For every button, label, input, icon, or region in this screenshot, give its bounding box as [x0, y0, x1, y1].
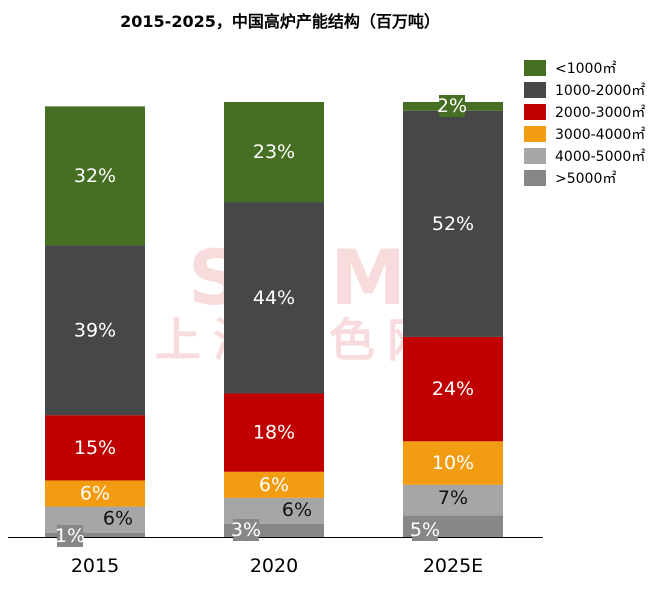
- legend-swatch: [524, 104, 546, 120]
- bar-segment: [45, 106, 145, 246]
- data-label: 2%: [437, 95, 467, 117]
- data-label: 18%: [253, 422, 295, 444]
- legend-swatch: [524, 126, 546, 142]
- data-label: 3%: [231, 519, 261, 541]
- legend-label: 1000-2000㎡: [555, 83, 646, 99]
- data-label: 15%: [74, 437, 116, 459]
- bar-segment: [224, 471, 324, 498]
- legend-label: >5000㎡: [555, 171, 617, 187]
- data-label: 6%: [103, 508, 133, 530]
- bar-segment: [224, 202, 324, 394]
- legend-swatch: [524, 60, 546, 76]
- x-tick-label: 2020: [250, 555, 298, 577]
- bar-segment: [224, 102, 324, 203]
- legend-label: 2000-3000㎡: [555, 105, 646, 121]
- bar-segment: [403, 336, 503, 442]
- bar-segment: [45, 480, 145, 507]
- legend-swatch: [524, 148, 546, 164]
- bar-segment: [45, 415, 145, 481]
- data-label: 7%: [438, 487, 468, 509]
- data-label: 32%: [74, 165, 116, 187]
- legend-label: 4000-5000㎡: [555, 149, 646, 165]
- data-label: 23%: [253, 141, 295, 163]
- data-label: 5%: [410, 519, 440, 541]
- legend-label: <1000㎡: [555, 61, 617, 77]
- data-label: 44%: [253, 287, 295, 309]
- data-label: 6%: [259, 474, 289, 496]
- data-label: 24%: [432, 378, 474, 400]
- bar-segment: [403, 441, 503, 485]
- data-label: 39%: [74, 319, 116, 341]
- legend-label: 3000-4000㎡: [555, 127, 646, 143]
- bar-segment: [45, 532, 145, 537]
- bar-segment: [45, 245, 145, 416]
- legend-swatch: [524, 82, 546, 98]
- bar-segment: [403, 110, 503, 337]
- data-label: 1%: [55, 525, 85, 547]
- data-label-box: [412, 519, 438, 541]
- data-label: 52%: [432, 213, 474, 235]
- data-label-box: [439, 95, 465, 117]
- bar-segment: [224, 393, 324, 472]
- x-tick-label: 2015: [71, 555, 119, 577]
- data-label: 6%: [282, 499, 312, 521]
- data-label-box: [57, 525, 83, 547]
- bar-segment: [403, 484, 503, 516]
- x-tick-label: 2025E: [423, 555, 483, 577]
- legend-swatch: [524, 170, 546, 186]
- data-label: 10%: [432, 452, 474, 474]
- data-label: 6%: [80, 483, 110, 505]
- data-label-box: [233, 519, 259, 541]
- chart-title: 2015-2025，中国高炉产能结构（百万吨）: [120, 12, 440, 31]
